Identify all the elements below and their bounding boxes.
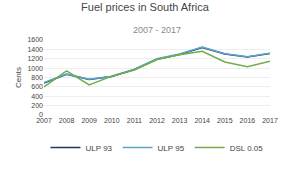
svg-text:DSL 0.05: DSL 0.05 [230,144,264,153]
svg-text:2007 - 2017: 2007 - 2017 [133,25,181,35]
svg-text:ULP 93: ULP 93 [86,144,113,153]
svg-text:2017: 2017 [262,117,278,124]
svg-text:2010: 2010 [104,117,120,124]
svg-text:800: 800 [31,74,43,81]
svg-text:0: 0 [39,111,43,118]
svg-text:1400: 1400 [27,46,43,53]
svg-text:400: 400 [31,93,43,100]
svg-text:2009: 2009 [81,117,97,124]
svg-text:2007: 2007 [36,117,52,124]
svg-text:600: 600 [31,83,43,90]
svg-text:2013: 2013 [172,117,188,124]
svg-text:200: 200 [31,102,43,109]
svg-text:2014: 2014 [194,117,210,124]
svg-text:Fuel prices in South Africa: Fuel prices in South Africa [81,1,210,13]
svg-text:2008: 2008 [59,117,75,124]
svg-text:2011: 2011 [127,117,142,124]
svg-text:2016: 2016 [240,117,256,124]
svg-text:2012: 2012 [149,117,165,124]
svg-text:2015: 2015 [217,117,233,124]
svg-text:1600: 1600 [27,36,43,43]
svg-text:1200: 1200 [27,55,43,62]
svg-text:Cents: Cents [14,67,23,88]
svg-text:1000: 1000 [27,65,43,72]
svg-text:ULP 95: ULP 95 [158,144,185,153]
